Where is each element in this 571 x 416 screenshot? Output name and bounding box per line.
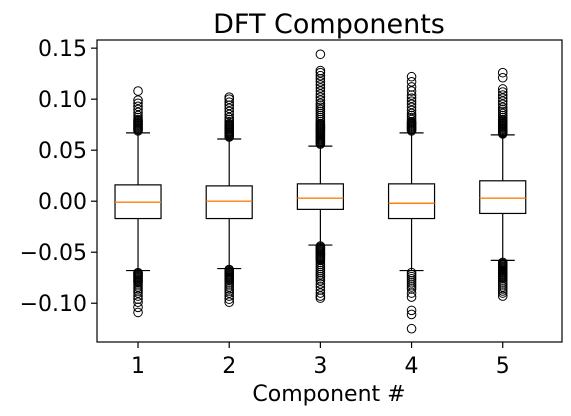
outlier-point: [406, 99, 417, 110]
y-tick-label: −0.10: [20, 292, 87, 317]
outlier-point: [315, 282, 326, 292]
outlier-point: [315, 49, 326, 60]
outlier-point: [497, 84, 508, 94]
y-tick-label: 0.10: [38, 88, 87, 113]
outlier-point: [224, 288, 235, 298]
outlier-point: [406, 309, 417, 320]
outlier-point: [497, 87, 508, 97]
outlier-point: [406, 105, 417, 116]
outlier-point: [224, 109, 235, 120]
outlier-point: [315, 86, 326, 96]
x-tick-label: 3: [313, 354, 327, 379]
outlier-point: [224, 92, 235, 102]
outlier-point: [224, 297, 235, 308]
outlier-point: [133, 107, 143, 118]
y-tick-label: 0.15: [38, 37, 87, 62]
iqr-box: [387, 183, 436, 220]
chart-title: DFT Components: [213, 9, 445, 40]
outlier-point: [224, 97, 235, 108]
outlier-point: [133, 307, 143, 318]
outlier-point: [406, 288, 417, 298]
outlier-point: [497, 288, 508, 298]
outlier-point: [133, 98, 143, 109]
outlier-point: [315, 65, 326, 76]
outlier-point: [315, 70, 326, 81]
outlier-point: [315, 83, 326, 93]
outlier-point: [497, 99, 508, 110]
outlier-point: [224, 103, 235, 114]
box-component-1: [114, 86, 162, 318]
outlier-point: [315, 293, 326, 303]
outlier-point: [497, 67, 508, 78]
outlier-point: [406, 96, 417, 107]
outlier-point: [406, 86, 417, 96]
outlier-point: [133, 291, 143, 301]
x-tick-label: 5: [496, 354, 510, 379]
outlier-point: [133, 104, 143, 115]
outlier-point: [224, 291, 235, 301]
outlier-point: [497, 291, 508, 301]
outlier-point: [406, 323, 417, 334]
outlier-point: [406, 292, 417, 302]
outlier-point: [315, 95, 326, 105]
x-axis: 1 2 3 4 5: [131, 342, 510, 379]
outlier-point: [406, 108, 417, 119]
x-axis-label: Component #: [252, 382, 405, 407]
outlier-point: [315, 92, 326, 102]
outlier-point: [406, 305, 417, 316]
x-tick-label: 2: [222, 354, 236, 379]
outlier-point: [133, 297, 143, 308]
x-tick-label: 4: [405, 354, 419, 379]
plot-frame: [96, 39, 563, 343]
outlier-point: [497, 72, 508, 83]
outlier-point: [406, 102, 417, 113]
outlier-point: [315, 77, 326, 87]
outlier-point: [315, 279, 326, 289]
box-component-4: [387, 71, 436, 334]
outlier-point: [497, 96, 508, 107]
outlier-point: [497, 93, 508, 103]
iqr-box: [205, 185, 253, 220]
outlier-point: [315, 80, 326, 90]
outlier-point: [406, 82, 417, 92]
outlier-point: [224, 294, 235, 304]
outlier-point: [315, 275, 326, 286]
outlier-point: [224, 106, 235, 117]
outlier-point: [315, 98, 326, 109]
y-tick-label: 0.05: [38, 139, 87, 164]
plot-area: [114, 49, 527, 334]
outlier-point: [406, 93, 417, 103]
outlier-point: [133, 288, 143, 298]
outlier-point: [133, 86, 143, 96]
outlier-point: [406, 71, 417, 82]
outlier-point: [133, 110, 143, 121]
outlier-point: [497, 102, 508, 113]
outlier-point: [133, 95, 143, 105]
outlier-point: [315, 288, 326, 298]
outlier-point: [315, 89, 326, 99]
y-axis: −0.10 −0.05 0.00 0.05 0.10 0.15: [20, 37, 97, 317]
box-component-2: [205, 92, 253, 308]
y-tick-label: −0.05: [20, 241, 87, 266]
outlier-point: [133, 302, 143, 313]
outlier-point: [497, 90, 508, 100]
x-tick-label: 1: [131, 354, 145, 379]
box-component-3: [296, 49, 344, 303]
outlier-point: [406, 77, 417, 87]
outlier-point: [224, 112, 235, 123]
outlier-point: [133, 101, 143, 112]
iqr-box: [296, 183, 344, 210]
box-component-5: [479, 67, 527, 301]
iqr-box: [479, 180, 527, 215]
y-tick-label: 0.00: [38, 190, 87, 215]
